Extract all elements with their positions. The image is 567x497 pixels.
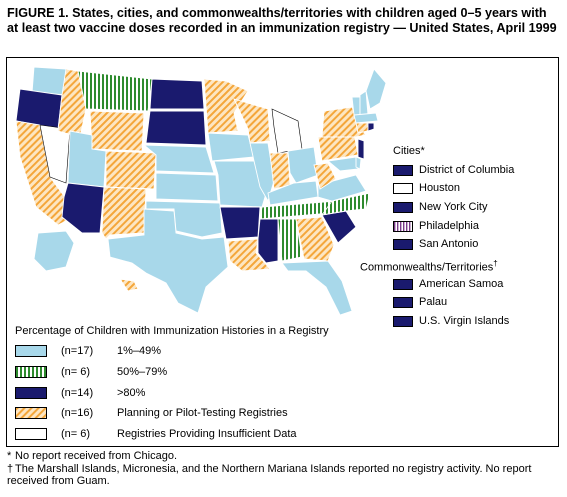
state-texas bbox=[107, 208, 229, 314]
city-label: Philadelphia bbox=[419, 220, 479, 232]
city-label: Houston bbox=[419, 182, 460, 194]
map-frame bbox=[6, 57, 559, 447]
footnote: † The Marshall Islands, Micronesia, and t… bbox=[7, 463, 532, 487]
legend-swatch-dark bbox=[393, 164, 413, 176]
territory-item: American Samoa bbox=[393, 277, 503, 291]
state-arizona bbox=[61, 182, 105, 234]
legend-label: Registries Providing Insufficient Data bbox=[117, 428, 297, 440]
city-item: District of Columbia bbox=[393, 163, 514, 177]
figure-title: FIGURE 1. States, cities, and commonweal… bbox=[7, 6, 557, 35]
legend-swatch-dark bbox=[393, 296, 413, 308]
state-rhode-island bbox=[367, 122, 375, 132]
state-mississippi bbox=[257, 218, 279, 264]
state-north-carolina bbox=[321, 192, 371, 216]
state-massachusetts bbox=[353, 112, 379, 124]
state-maine bbox=[365, 68, 386, 110]
state-illinois bbox=[249, 142, 275, 203]
city-label: San Antonio bbox=[419, 238, 479, 250]
state-kentucky bbox=[267, 180, 319, 206]
legend-swatch-light-blue bbox=[15, 345, 47, 357]
state-hawaii bbox=[119, 278, 139, 292]
legend-count: (n= 6) bbox=[61, 366, 91, 378]
state-georgia bbox=[295, 216, 335, 262]
state-michigan bbox=[271, 108, 303, 154]
state-new-jersey bbox=[357, 138, 365, 160]
city-item: San Antonio bbox=[393, 237, 478, 251]
territories-heading: Commonwealths/Territories† bbox=[360, 259, 498, 274]
state-alaska bbox=[33, 230, 75, 272]
state-florida bbox=[281, 260, 353, 316]
city-item: New York City bbox=[393, 200, 487, 214]
footnote: * No report received from Chicago. bbox=[7, 450, 178, 462]
state-indiana bbox=[269, 152, 291, 190]
us-state-map bbox=[15, 66, 386, 316]
state-kansas bbox=[155, 172, 219, 202]
territory-label: Palau bbox=[419, 296, 448, 308]
legend-label: Planning or Pilot-Testing Registries bbox=[117, 407, 288, 419]
state-virginia bbox=[317, 174, 367, 202]
state-iowa bbox=[207, 132, 255, 162]
legend-item: (n= 6) Registries Providing Insufficient… bbox=[15, 427, 297, 441]
territory-label: American Samoa bbox=[419, 278, 504, 290]
state-delaware bbox=[355, 156, 362, 170]
legend-count: (n=16) bbox=[61, 407, 94, 419]
legend-swatch-dark bbox=[393, 315, 413, 327]
legend-swatch-dark bbox=[15, 387, 47, 399]
state-montana bbox=[77, 70, 153, 112]
legend-swatch-white bbox=[393, 182, 413, 194]
legend-swatch-orange-hatched bbox=[15, 407, 47, 419]
state-wyoming bbox=[89, 110, 145, 152]
cities-heading: Cities* bbox=[393, 145, 425, 157]
state-north-dakota bbox=[149, 78, 205, 110]
city-label: New York City bbox=[419, 201, 488, 213]
territory-item: Palau bbox=[393, 295, 447, 309]
legend-item: (n=17) 1%–49% bbox=[15, 344, 161, 358]
legend-count: (n= 6) bbox=[61, 428, 91, 440]
legend-item: (n=14) >80% bbox=[15, 386, 145, 400]
legend-swatch-white bbox=[15, 428, 47, 440]
state-ohio bbox=[287, 146, 319, 184]
state-south-dakota bbox=[145, 110, 207, 146]
legend-swatch-striped bbox=[393, 220, 413, 232]
legend-label: >80% bbox=[117, 387, 146, 399]
territory-item: U.S. Virgin Islands bbox=[393, 314, 509, 328]
state-nebraska bbox=[142, 144, 215, 174]
legend-swatch-green-striped bbox=[15, 366, 47, 378]
state-connecticut bbox=[355, 122, 369, 134]
city-label: District of Columbia bbox=[419, 164, 515, 176]
legend-item: (n=16) Planning or Pilot-Testing Registr… bbox=[15, 406, 288, 420]
legend-item: (n= 6) 50%–79% bbox=[15, 365, 167, 379]
city-item: Philadelphia bbox=[393, 219, 479, 233]
territory-label: U.S. Virgin Islands bbox=[419, 315, 510, 327]
legend-swatch-dark bbox=[393, 201, 413, 213]
legend-swatch-dark bbox=[393, 278, 413, 290]
state-west-virginia bbox=[313, 162, 337, 190]
city-item: Houston bbox=[393, 181, 460, 195]
state-colorado bbox=[105, 150, 157, 190]
legend-label: 50%–79% bbox=[117, 366, 168, 378]
state-wisconsin bbox=[233, 98, 271, 144]
legend-swatch-dark bbox=[393, 238, 413, 250]
state-new-mexico bbox=[101, 186, 147, 240]
state-alabama bbox=[277, 218, 303, 262]
legend-heading: Percentage of Children with Immunization… bbox=[15, 325, 329, 337]
state-arkansas bbox=[219, 206, 261, 240]
legend-count: (n=14) bbox=[61, 387, 94, 399]
state-maryland bbox=[326, 156, 359, 172]
legend-count: (n=17) bbox=[61, 345, 94, 357]
legend-label: 1%–49% bbox=[117, 345, 162, 357]
